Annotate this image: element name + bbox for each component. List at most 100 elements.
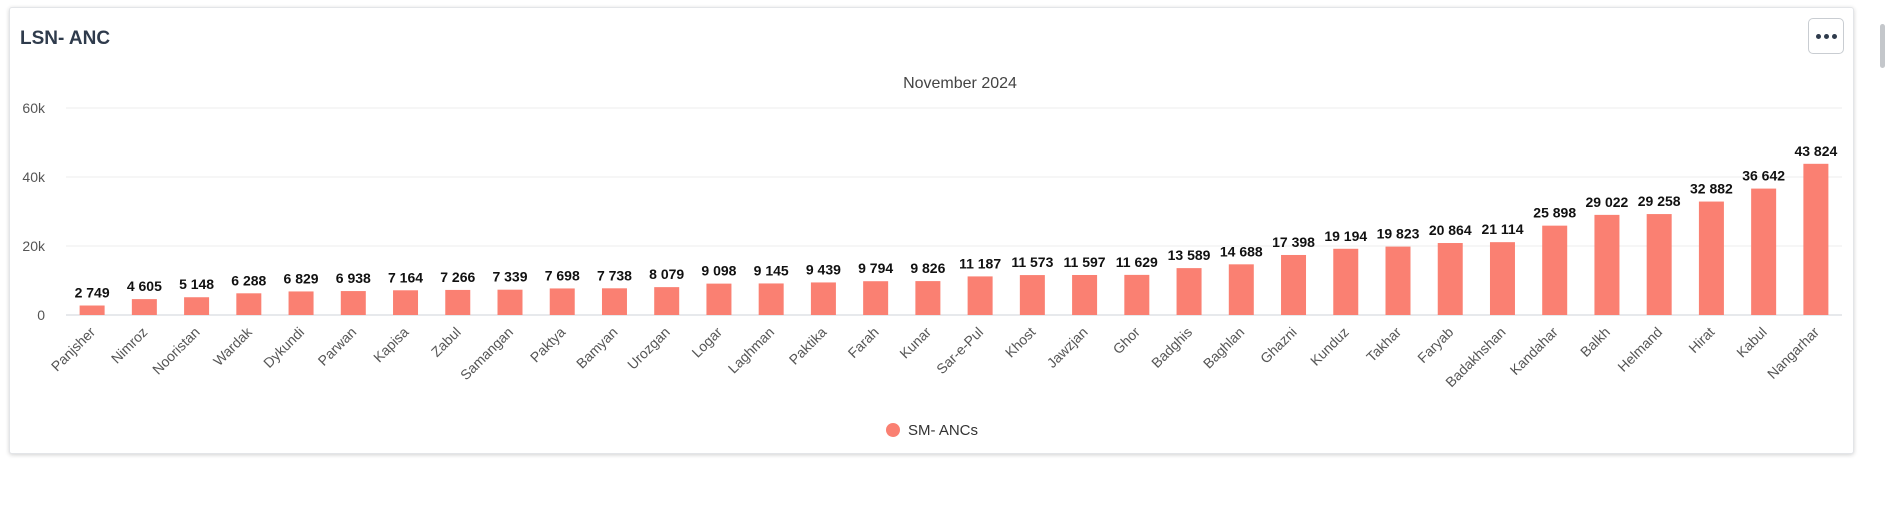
x-tick-label: Kandahar [1507, 324, 1561, 378]
bar [967, 276, 993, 315]
chart-title: November 2024 [903, 75, 1017, 92]
bar [1019, 275, 1045, 315]
data-label: 11 573 [1011, 254, 1053, 270]
legend-label: SM- ANCs [908, 422, 978, 439]
x-tick-label: Kabul [1733, 324, 1770, 361]
x-tick-label: Badghis [1148, 324, 1195, 371]
page-scrollbar[interactable] [1880, 24, 1885, 68]
x-tick-label: Paktya [527, 324, 569, 366]
bar [601, 288, 627, 315]
x-tick-label: Parwan [315, 324, 360, 369]
y-tick-label: 60k [22, 100, 46, 116]
x-tick-label: Kapisa [370, 324, 412, 366]
data-label: 2 749 [75, 285, 110, 301]
x-tick-label: Wardak [210, 323, 256, 369]
data-label: 8 079 [649, 266, 684, 282]
x-tick-label: Jawzjan [1044, 324, 1091, 371]
x-tick-label: Baghlan [1200, 324, 1248, 372]
x-tick-label: Samangan [457, 324, 516, 383]
x-tick-label: Paktika [786, 324, 830, 368]
data-label: 7 698 [545, 267, 580, 283]
data-label: 11 629 [1116, 254, 1158, 270]
data-label: 7 339 [492, 269, 527, 285]
bar [1803, 163, 1829, 315]
bar [1437, 243, 1463, 315]
more-horizontal-icon [1814, 33, 1838, 39]
data-label: 32 882 [1690, 181, 1733, 197]
bar [1489, 242, 1515, 315]
y-tick-label: 20k [22, 238, 46, 254]
data-label: 9 826 [910, 260, 945, 276]
bar [1333, 248, 1359, 315]
data-label: 9 145 [754, 262, 789, 278]
bar [654, 287, 680, 315]
bar [79, 305, 105, 315]
card-title: LSN- ANC [20, 28, 111, 49]
bar [288, 291, 314, 315]
bar [1542, 225, 1568, 315]
bar [758, 283, 784, 315]
bar [915, 281, 941, 315]
data-label: 36 642 [1742, 168, 1785, 184]
x-tick-label: Balkh [1577, 324, 1613, 360]
data-label: 13 589 [1168, 247, 1211, 263]
x-tick-label: Ghor [1110, 324, 1144, 358]
bar [1646, 214, 1672, 315]
data-label: 4 605 [127, 278, 162, 294]
x-tick-label: Sar-e-Pul [933, 324, 986, 377]
x-tick-label: Kunduz [1307, 324, 1352, 369]
data-label: 7 164 [388, 269, 423, 285]
data-label: 29 258 [1638, 193, 1681, 209]
data-label: 17 398 [1272, 234, 1315, 250]
bar [1124, 274, 1150, 315]
more-options-button[interactable] [1808, 18, 1844, 54]
bar [1072, 274, 1098, 315]
x-tick-label: Urozgan [624, 324, 673, 373]
data-label: 11 187 [959, 255, 1001, 271]
data-label: 19 194 [1324, 228, 1367, 244]
bar [340, 291, 366, 315]
data-label: 9 098 [701, 263, 736, 279]
bar [1228, 264, 1254, 315]
x-tick-label: Logar [688, 324, 725, 361]
y-tick-label: 40k [22, 169, 46, 185]
x-tick-label: Nangarhar [1764, 324, 1822, 382]
data-label: 6 938 [336, 270, 371, 286]
bar [445, 289, 471, 315]
bar [1698, 201, 1724, 315]
data-label: 9 439 [806, 261, 841, 277]
x-tick-label: Ghazni [1257, 324, 1300, 367]
data-label: 7 266 [440, 269, 475, 285]
x-tick-label: Kunar [896, 324, 934, 362]
y-tick-label: 0 [37, 307, 45, 323]
data-label: 9 794 [858, 260, 893, 276]
bar [1385, 246, 1411, 315]
x-tick-label: Nimroz [108, 324, 151, 367]
data-label: 21 114 [1481, 221, 1523, 237]
data-label: 6 288 [231, 272, 266, 288]
data-label: 14 688 [1220, 243, 1263, 259]
x-tick-label: Bamyan [573, 324, 621, 372]
bar [1281, 254, 1307, 315]
data-label: 19 823 [1377, 226, 1420, 242]
bar [393, 290, 419, 315]
x-tick-label: Dykundi [260, 324, 307, 371]
data-label: 43 824 [1794, 143, 1837, 159]
data-label: 11 597 [1064, 254, 1106, 270]
x-tick-label: Nooristan [149, 324, 203, 378]
data-label: 6 829 [284, 270, 319, 286]
x-tick-label: Laghman [725, 324, 778, 377]
data-label: 20 864 [1429, 222, 1472, 238]
x-tick-label: Zabul [428, 324, 464, 360]
bar [863, 281, 889, 315]
bar [706, 283, 732, 315]
bar [1176, 268, 1202, 315]
legend-marker [886, 423, 900, 437]
bar [497, 289, 523, 315]
bar [1751, 188, 1777, 315]
data-label: 7 738 [597, 267, 632, 283]
bar [1594, 214, 1620, 315]
x-tick-label: Takhar [1363, 324, 1404, 365]
bar [131, 299, 157, 315]
